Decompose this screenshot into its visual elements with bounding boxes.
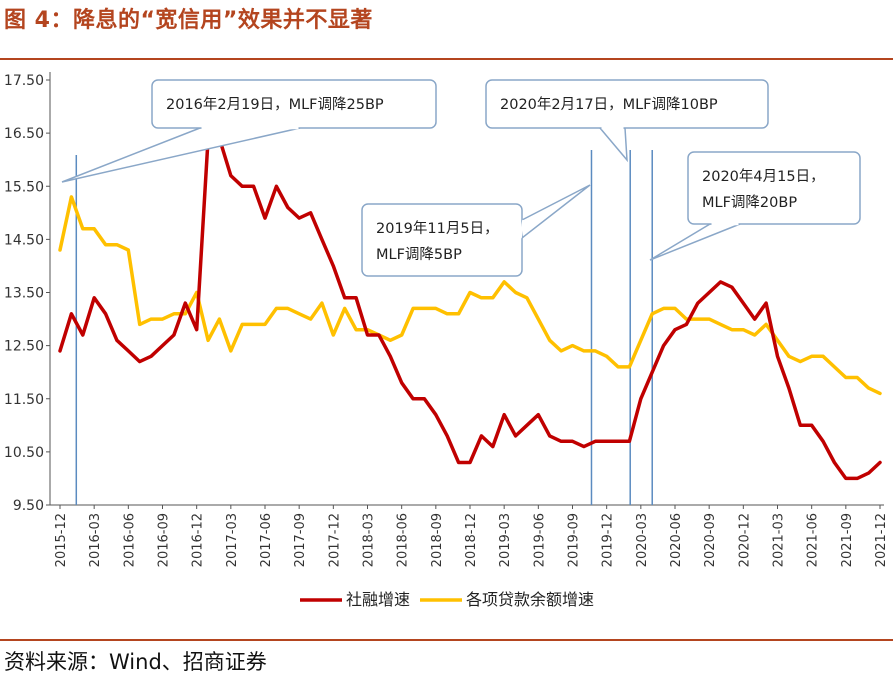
x-tick-label: 2016-12 (191, 513, 206, 567)
x-tick-label: 2020-09 (703, 513, 718, 567)
x-tick-label: 2017-06 (259, 513, 274, 567)
line-chart: 9.50 10.50 11.50 12.50 13.50 14.50 15.50 16.50 1… (4, 72, 889, 609)
event-callout: 2020年4月15日， MLF调降20BP (649, 151, 861, 261)
chart-legend: 社融增速 各项贷款余额增速 (300, 590, 594, 609)
x-tick-label: 2018-03 (362, 513, 377, 567)
callout-text: 2020年4月15日， (702, 168, 825, 185)
x-tick-label: 2018-12 (464, 513, 479, 567)
callout-seam (519, 219, 525, 239)
callout-text: 2016年2月19日，MLF调降25BP (166, 96, 384, 113)
legend-label: 社融增速 (346, 590, 410, 609)
x-tick-label: 2015-12 (54, 513, 69, 567)
y-tick-label: 10.50 (4, 445, 44, 461)
callout-pointer (649, 223, 741, 261)
callout-text: 2020年2月17日，MLF调降10BP (500, 96, 718, 113)
x-tick-label: 2018-06 (396, 513, 411, 567)
y-tick-label: 9.50 (13, 498, 44, 514)
callout-pointer (521, 184, 591, 240)
x-tick-label: 2017-12 (327, 513, 342, 567)
event-callout: 2020年2月17日，MLF调降10BP (485, 79, 769, 163)
callout-box (485, 79, 769, 129)
series-line-loan-balance (58, 195, 882, 396)
x-tick-label: 2018-09 (430, 513, 445, 567)
x-tick-label: 2017-03 (225, 513, 240, 567)
x-tick-label: 2019-09 (567, 513, 582, 567)
x-tick-label: 2021-09 (840, 513, 855, 567)
x-tick-label: 2021-12 (874, 513, 889, 567)
y-tick-label: 16.50 (4, 126, 44, 142)
title-divider (0, 58, 893, 60)
event-callouts: 2016年2月19日，MLF调降25BP 2020年2月17日，MLF调降10BP… (61, 79, 861, 277)
event-marker-lines (75, 150, 653, 505)
x-tick-label: 2021-06 (806, 513, 821, 567)
callout-pointer (61, 127, 301, 183)
x-tick-label: 2020-03 (635, 513, 650, 567)
callout-text: 2019年11月5日， (376, 220, 499, 237)
y-tick-label: 15.50 (4, 179, 44, 195)
y-tick-label: 13.50 (4, 286, 44, 302)
source-note: 资料来源：Wind、招商证券 (4, 650, 267, 674)
callout-text: MLF调降5BP (376, 246, 462, 263)
y-tick-label: 12.50 (4, 339, 44, 355)
x-tick-label: 2019-12 (601, 513, 616, 567)
legend-label: 各项贷款余额增速 (466, 590, 594, 609)
x-tick-label: 2017-09 (293, 513, 308, 567)
x-tick-label: 2016-09 (157, 513, 172, 567)
callout-box (687, 151, 861, 225)
event-callout: 2016年2月19日，MLF调降25BP (61, 79, 437, 183)
x-tick-label: 2016-06 (122, 513, 137, 567)
callout-pointer (598, 127, 628, 163)
x-tick-label: 2020-12 (737, 513, 752, 567)
series-lines (58, 136, 882, 481)
chart-axes: 9.50 10.50 11.50 12.50 13.50 14.50 15.50 16.50 1… (4, 72, 889, 567)
series-line-social-financing (58, 136, 882, 481)
y-tick-label: 17.50 (4, 73, 44, 89)
x-tick-label: 2020-06 (669, 513, 684, 567)
footer-divider (0, 639, 893, 641)
callout-text: MLF调降20BP (702, 194, 797, 211)
x-tick-label: 2019-06 (532, 513, 547, 567)
callout-box (361, 203, 523, 277)
figure-title: 图 4：降息的“宽信用”效果并不显著 (4, 8, 373, 33)
y-tick-label: 14.50 (4, 232, 44, 248)
x-tick-label: 2021-03 (772, 513, 787, 567)
event-callout: 2019年11月5日， MLF调降5BP (361, 184, 591, 277)
x-tick-label: 2016-03 (88, 513, 103, 567)
x-tick-label: 2019-03 (498, 513, 513, 567)
y-tick-label: 11.50 (4, 392, 44, 408)
